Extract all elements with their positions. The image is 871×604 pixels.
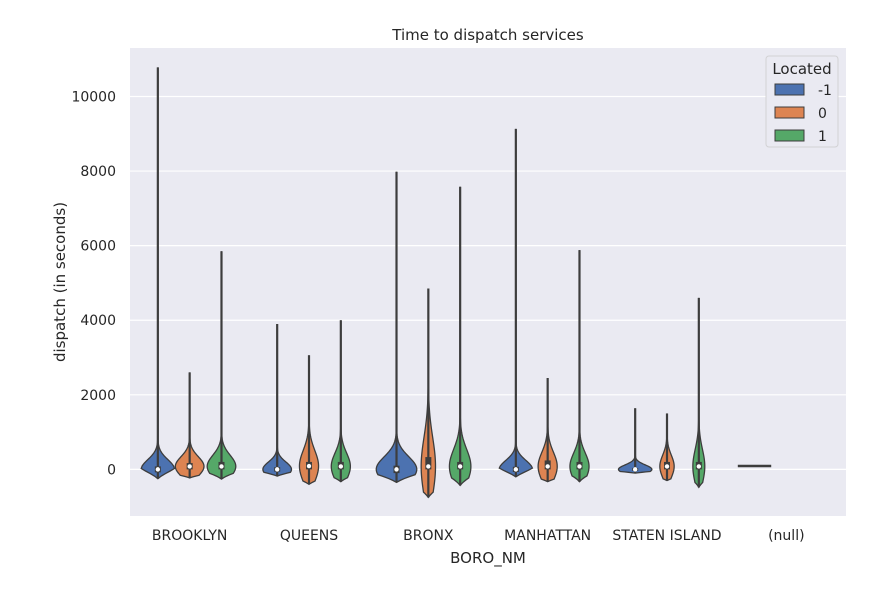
x-tick-label: STATEN ISLAND bbox=[612, 528, 721, 544]
violin-0-3 bbox=[537, 378, 558, 483]
x-tick-label: BRONX bbox=[403, 528, 454, 544]
violin--1-1 bbox=[262, 323, 293, 477]
y-tick-label: 8000 bbox=[80, 164, 116, 180]
y-tick-label: 6000 bbox=[80, 239, 116, 255]
violin-1-3 bbox=[569, 250, 590, 483]
violin-0-2 bbox=[420, 288, 437, 499]
violin-1-2 bbox=[448, 186, 472, 487]
violin-0-4 bbox=[659, 413, 675, 482]
legend-entries: -1 0 1 bbox=[774, 83, 832, 145]
violin--1-2 bbox=[375, 171, 418, 484]
violin-median bbox=[155, 467, 161, 472]
x-tick-label: (null) bbox=[768, 528, 804, 544]
violin-median bbox=[664, 464, 670, 469]
violin-median bbox=[187, 464, 192, 469]
violin--1-3 bbox=[498, 128, 534, 478]
gridlines bbox=[130, 95, 846, 470]
legend-entry-1: 1 bbox=[774, 129, 827, 145]
y-tick-label: 2000 bbox=[80, 388, 116, 404]
legend-swatch bbox=[774, 129, 805, 142]
violin-median bbox=[545, 464, 550, 469]
violin-median bbox=[696, 464, 702, 469]
legend-swatch bbox=[774, 83, 805, 96]
legend-entry-0: 0 bbox=[774, 106, 827, 122]
legend-label: 0 bbox=[818, 106, 827, 122]
violin-iqr bbox=[425, 457, 432, 470]
x-tick-labels: BROOKLYN QUEENS BRONX MANHATTAN STATEN ISLAN… bbox=[152, 528, 805, 544]
violin--1-0 bbox=[140, 67, 176, 480]
legend-label: 1 bbox=[818, 129, 827, 145]
violin-median bbox=[394, 467, 399, 472]
violin-median bbox=[632, 467, 638, 472]
y-tick-label: 0 bbox=[107, 462, 116, 478]
violin--1-4 bbox=[617, 408, 653, 474]
violin-median bbox=[219, 464, 224, 469]
violin-1-1 bbox=[330, 320, 352, 483]
legend: Located -1 0 1 bbox=[765, 55, 839, 148]
y-tick-label: 10000 bbox=[71, 89, 116, 105]
violin-median bbox=[426, 464, 431, 469]
violin-1-0 bbox=[206, 251, 237, 480]
violins bbox=[140, 67, 772, 499]
plot-background bbox=[130, 48, 846, 516]
violin-median bbox=[457, 464, 463, 469]
x-tick-label: MANHATTAN bbox=[504, 528, 591, 544]
violin-median bbox=[577, 464, 582, 469]
y-tick-labels: 0 2000 4000 6000 8000 10000 bbox=[71, 89, 116, 478]
legend-label: -1 bbox=[818, 83, 832, 99]
violin-median bbox=[338, 464, 344, 469]
legend-entry--1: -1 bbox=[774, 83, 832, 99]
chart-title: Time to dispatch services bbox=[391, 26, 584, 44]
violin-median bbox=[306, 463, 312, 469]
legend-title: Located bbox=[772, 60, 831, 78]
y-tick-label: 4000 bbox=[80, 313, 116, 329]
violin-median bbox=[513, 467, 519, 472]
violin-0-0 bbox=[174, 372, 205, 479]
x-tick-label: BROOKLYN bbox=[152, 528, 228, 544]
x-tick-label: QUEENS bbox=[280, 528, 338, 544]
y-axis-label: dispatch (in seconds) bbox=[51, 202, 69, 362]
violin-0-1 bbox=[298, 355, 320, 486]
legend-swatch bbox=[774, 106, 805, 119]
x-axis-label: BORO_NM bbox=[450, 549, 526, 568]
violin-1-4 bbox=[692, 297, 706, 489]
legend-box bbox=[765, 55, 839, 148]
violin-median bbox=[274, 467, 280, 472]
